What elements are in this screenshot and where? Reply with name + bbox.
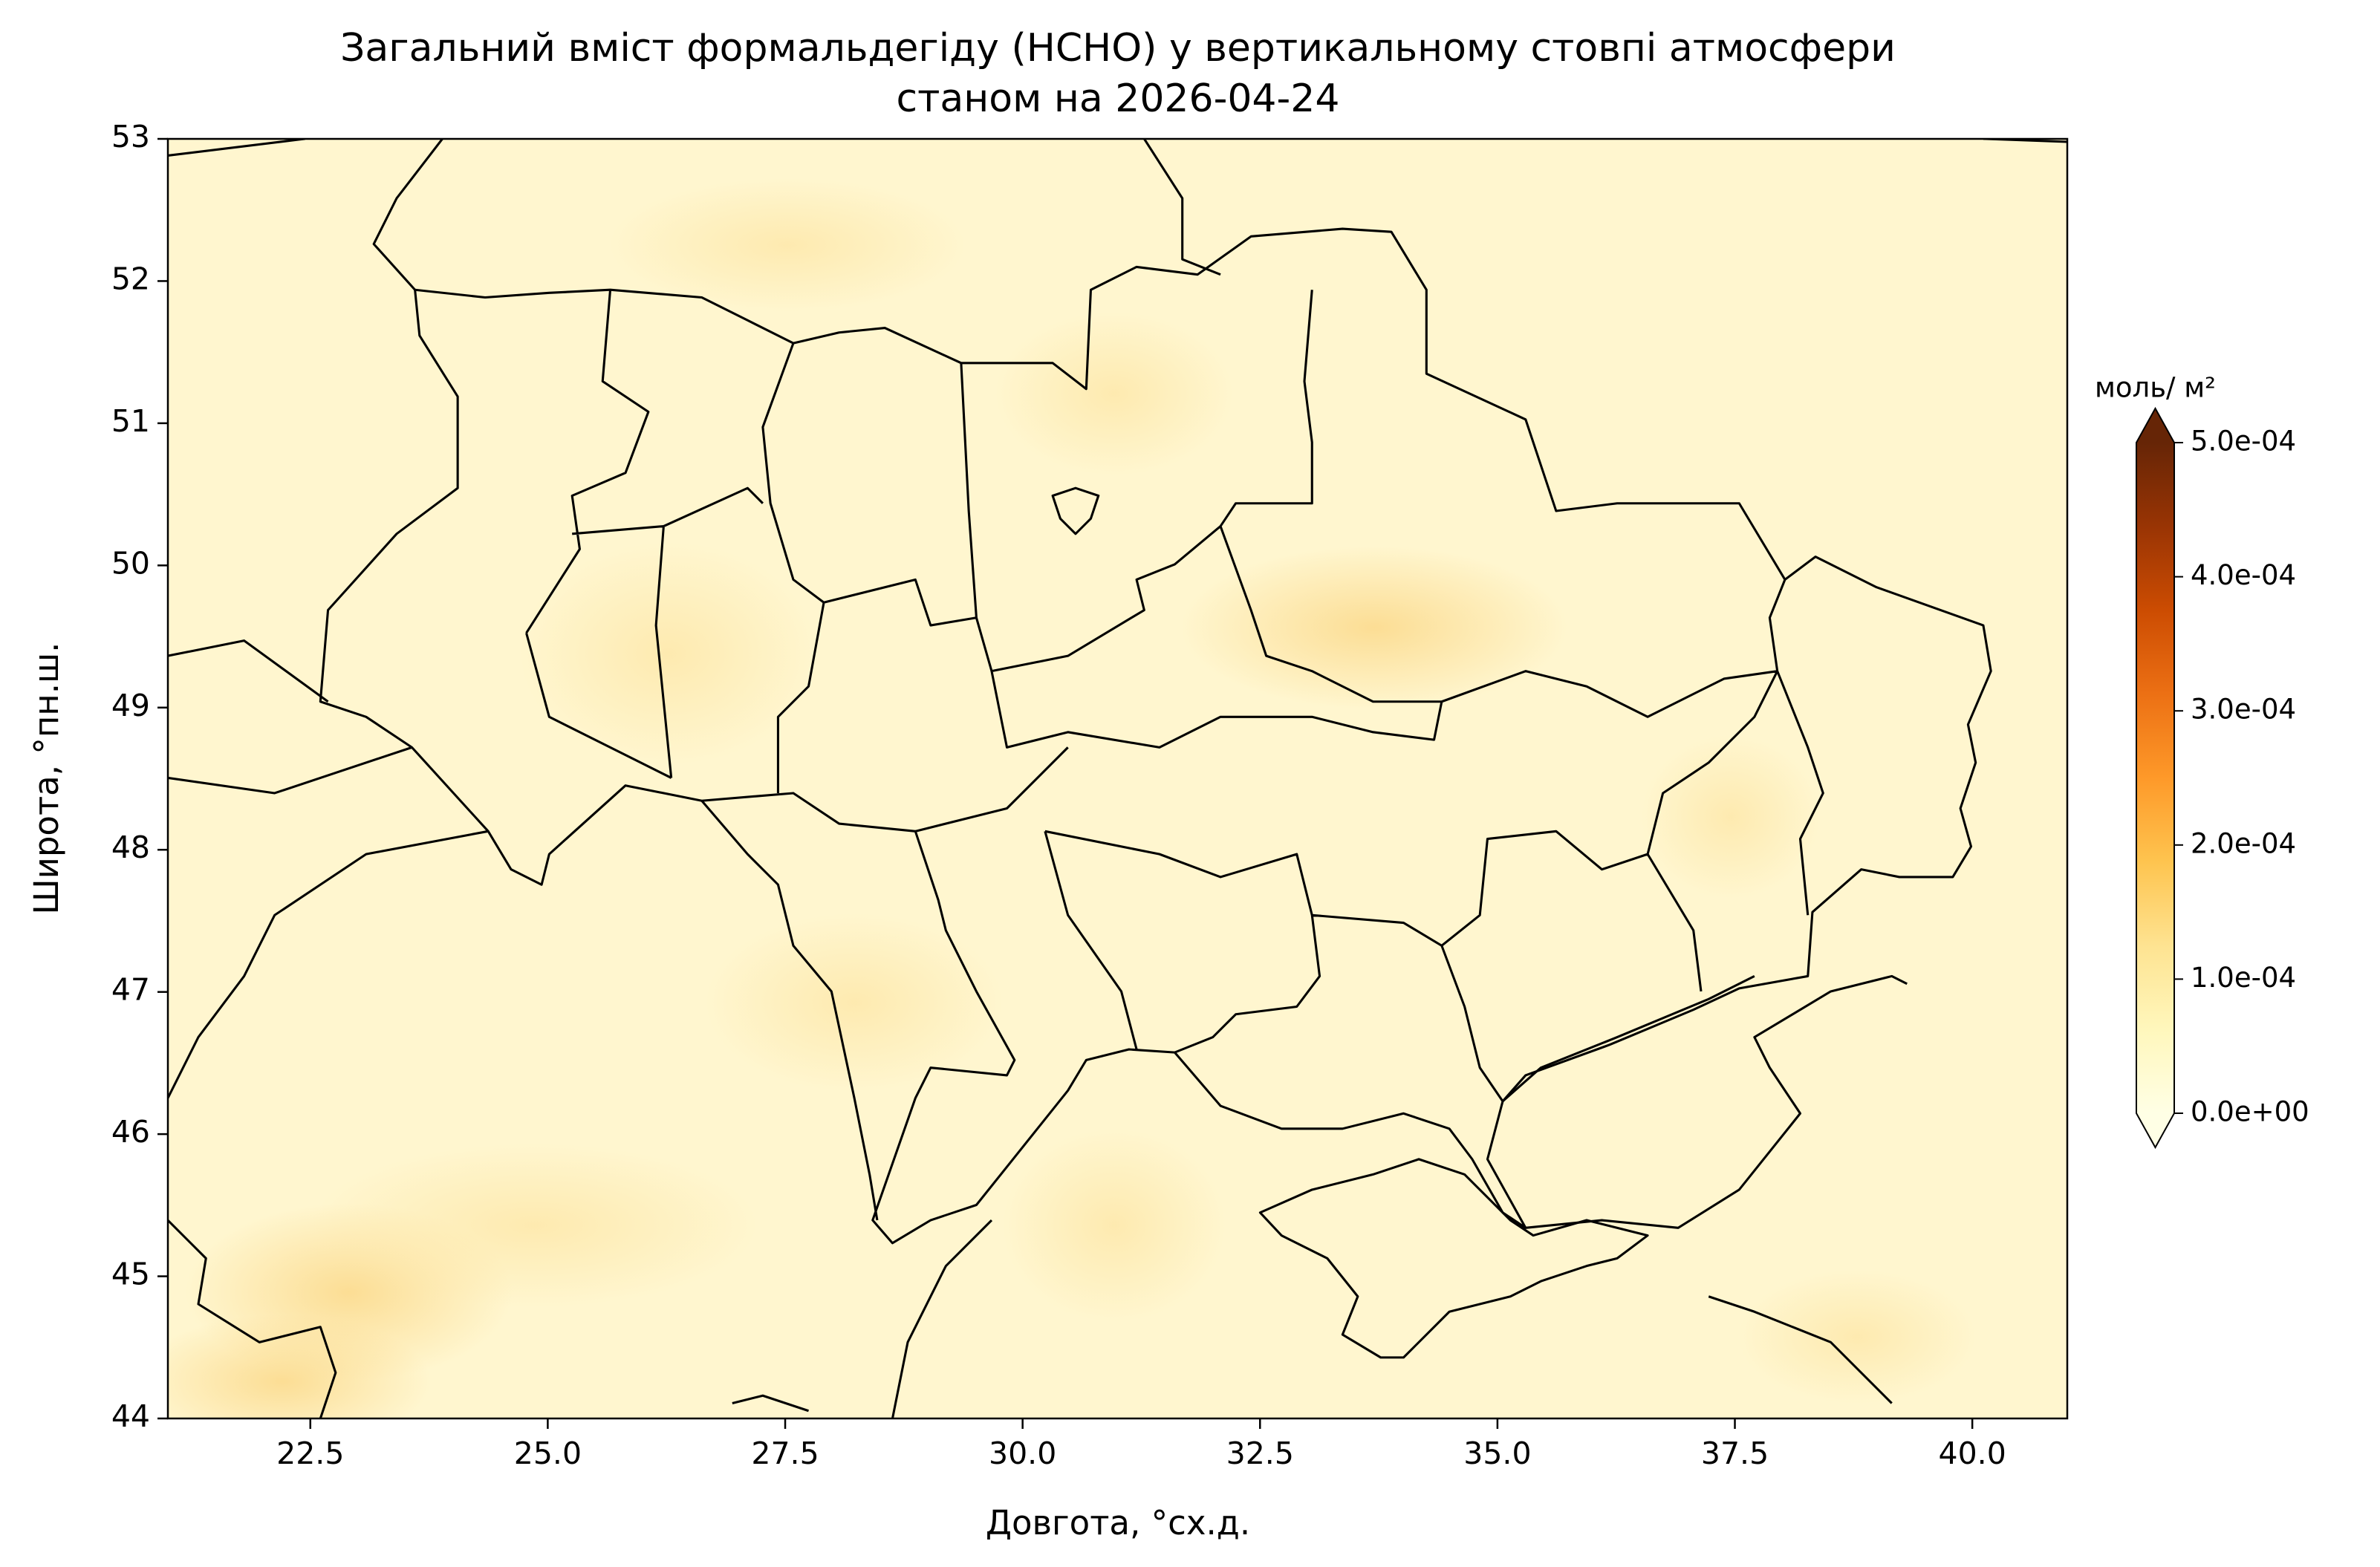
colorbar-label: моль/ м²	[2095, 372, 2216, 404]
x-tick-label: 22.5	[276, 1436, 344, 1471]
borders	[168, 139, 2067, 1418]
x-tick-label: 37.5	[1701, 1436, 1769, 1471]
x-tick-label: 40.0	[1939, 1436, 2006, 1471]
x-tick-label: 27.5	[751, 1436, 819, 1471]
neighbor-borders	[168, 139, 2067, 1418]
colorbar-extend-min	[2136, 1113, 2174, 1147]
colorbar-tick-label: 3.0e-04	[2191, 694, 2296, 726]
chart-subtitle: станом на 2026-04-24	[897, 76, 1340, 121]
y-tick-label: 46	[111, 1114, 150, 1150]
y-tick-label: 53	[111, 119, 150, 154]
x-tick-label: 25.0	[514, 1436, 582, 1471]
x-axis-label: Довгота, °сх.д.	[986, 1503, 1250, 1542]
plot-frame	[166, 137, 2069, 1420]
colorbar-tick-label: 5.0e-04	[2191, 426, 2296, 457]
x-tick-label: 35.0	[1463, 1436, 1531, 1471]
colorbar-tick-label: 2.0e-04	[2191, 827, 2296, 859]
chart-title: Загальний вміст формальдегіду (HCHO) у в…	[340, 26, 1896, 71]
colorbar-tick-label: 4.0e-04	[2191, 559, 2296, 591]
y-tick-label: 51	[111, 403, 150, 439]
y-axis-label: Широта, °пн.ш.	[27, 642, 66, 915]
y-tick-label: 48	[111, 830, 150, 865]
y-tick-label: 44	[111, 1398, 150, 1434]
colorbar-tick-label: 1.0e-04	[2191, 962, 2296, 994]
map-area	[168, 139, 2067, 1418]
russia-coast	[1501, 974, 1908, 1404]
concentration-field	[168, 178, 1976, 1418]
colorbar-tick-label: 0.0e+00	[2191, 1096, 2309, 1128]
y-tick-label: 52	[111, 261, 150, 296]
crimea-border	[1258, 1158, 1649, 1359]
y-tick-label: 47	[111, 972, 150, 1008]
kyiv-city	[1051, 486, 1100, 535]
x-tick-label: 30.0	[989, 1436, 1056, 1471]
y-tick-label: 49	[111, 688, 150, 723]
colorbar-extend-max	[2136, 408, 2174, 443]
oblast-borders	[525, 290, 1824, 1102]
colorbar	[2136, 443, 2174, 1113]
y-tick-label: 50	[111, 545, 150, 581]
x-tick-label: 32.5	[1226, 1436, 1294, 1471]
y-tick-label: 45	[111, 1257, 150, 1292]
